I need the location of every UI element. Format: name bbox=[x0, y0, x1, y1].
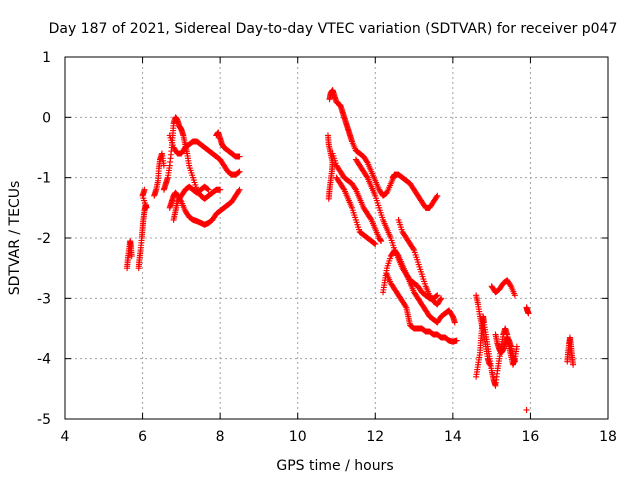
y-tick-labels: -5 -4 -3 -2 -1 0 1 bbox=[37, 50, 51, 428]
y-tick-label: -2 bbox=[37, 231, 51, 247]
x-tick-label: 16 bbox=[522, 429, 540, 445]
data-point bbox=[340, 185, 347, 192]
data-point bbox=[438, 295, 445, 302]
data-point bbox=[367, 215, 374, 222]
data-point bbox=[235, 187, 242, 194]
y-tick-label: -1 bbox=[37, 171, 51, 187]
data-point bbox=[525, 310, 532, 317]
data-point bbox=[128, 253, 135, 260]
y-tick-label: -4 bbox=[37, 352, 51, 368]
grid-lines bbox=[65, 57, 608, 419]
y-tick-label: -5 bbox=[37, 412, 51, 428]
chart-title: Day 187 of 2021, Sidereal Day-to-day VTE… bbox=[49, 21, 618, 37]
x-tick-label: 14 bbox=[444, 429, 462, 445]
data-point bbox=[437, 296, 444, 303]
data-point bbox=[511, 292, 518, 299]
data-point bbox=[378, 238, 385, 245]
x-tick-labels: 4 6 8 10 12 14 16 18 bbox=[61, 429, 617, 445]
x-tick-label: 6 bbox=[138, 429, 147, 445]
data-point bbox=[434, 192, 441, 199]
data-point bbox=[433, 292, 440, 299]
data-point bbox=[402, 303, 409, 310]
data-point bbox=[205, 186, 212, 193]
y-tick-label: -3 bbox=[37, 291, 51, 307]
data-point bbox=[236, 168, 243, 175]
y-tick-label: 0 bbox=[42, 110, 51, 126]
data-point bbox=[372, 241, 379, 248]
data-point bbox=[410, 245, 417, 252]
data-point bbox=[507, 282, 514, 289]
x-tick-label: 8 bbox=[216, 429, 225, 445]
data-point bbox=[453, 337, 460, 344]
data-point bbox=[352, 185, 359, 192]
x-tick-label: 10 bbox=[289, 429, 307, 445]
data-point bbox=[141, 186, 148, 193]
y-axis-label: SDTVAR / TECUs bbox=[7, 181, 23, 296]
data-point bbox=[434, 292, 441, 299]
y-tick-label: 1 bbox=[42, 50, 51, 66]
data-point bbox=[451, 319, 458, 326]
data-point bbox=[363, 173, 370, 180]
data-point bbox=[160, 162, 167, 169]
data-point bbox=[511, 358, 518, 365]
data-point bbox=[324, 132, 331, 139]
data-point bbox=[371, 240, 378, 247]
data-point bbox=[486, 361, 493, 368]
data-point bbox=[217, 186, 224, 193]
data-points bbox=[124, 87, 577, 413]
data-point bbox=[523, 406, 530, 413]
axis-ticks bbox=[64, 56, 609, 420]
data-point bbox=[236, 186, 243, 193]
x-tick-label: 4 bbox=[61, 429, 70, 445]
data-point bbox=[204, 186, 211, 193]
data-point bbox=[433, 193, 440, 200]
x-axis-label: GPS time / hours bbox=[276, 458, 393, 474]
data-point bbox=[513, 343, 520, 350]
data-point bbox=[570, 361, 577, 368]
data-point bbox=[363, 158, 370, 165]
data-point bbox=[236, 153, 243, 160]
x-tick-label: 12 bbox=[366, 429, 384, 445]
data-point bbox=[235, 169, 242, 176]
data-point bbox=[394, 251, 401, 258]
x-tick-label: 18 bbox=[599, 429, 617, 445]
